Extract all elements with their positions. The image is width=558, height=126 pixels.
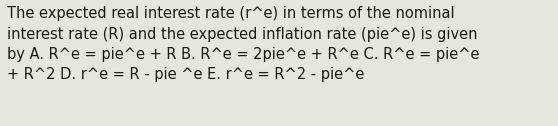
Text: The expected real interest rate (r^e) in terms of the nominal
interest rate (R) : The expected real interest rate (r^e) in… <box>7 6 479 83</box>
